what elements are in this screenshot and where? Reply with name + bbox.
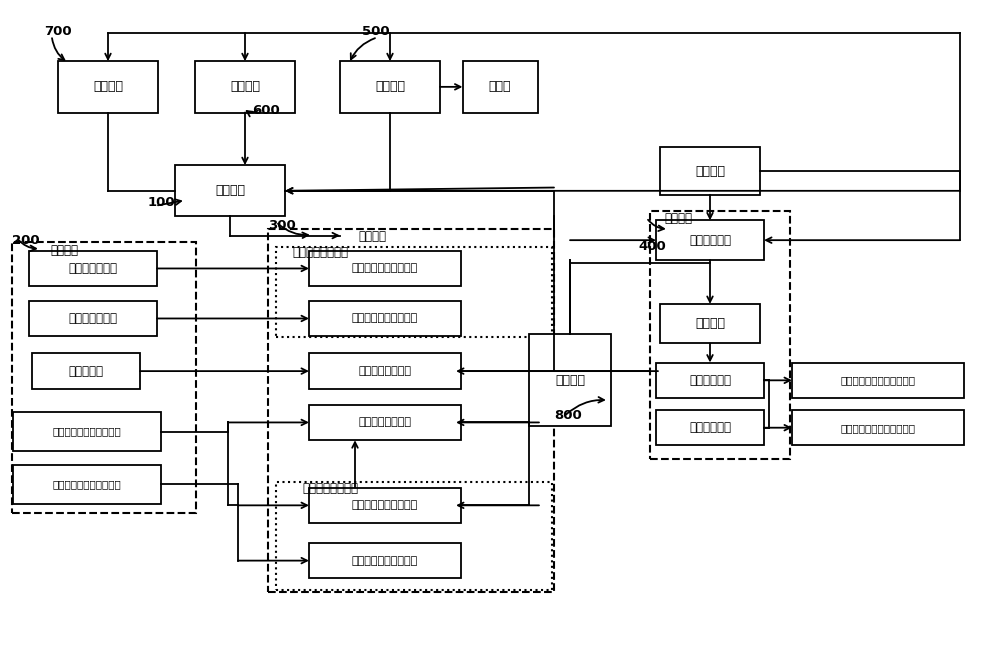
Bar <box>656 363 764 398</box>
Bar <box>276 482 552 590</box>
Text: 转换电路: 转换电路 <box>695 317 725 330</box>
Text: 监测单元: 监测单元 <box>358 230 386 243</box>
Text: 滤波单元: 滤波单元 <box>93 80 123 93</box>
Text: 600: 600 <box>252 104 280 117</box>
Bar <box>309 353 461 389</box>
Bar <box>29 251 157 286</box>
Bar <box>660 147 760 195</box>
Text: 高压电流监测电路: 高压电流监测电路 <box>302 482 358 495</box>
Bar <box>175 165 285 216</box>
Bar <box>656 220 764 260</box>
Text: 电压互感器: 电压互感器 <box>68 365 104 378</box>
Text: 300: 300 <box>268 218 296 232</box>
Text: 直流降压电路: 直流降压电路 <box>689 234 731 247</box>
Text: 100: 100 <box>148 196 176 209</box>
Text: 第二输出端子: 第二输出端子 <box>689 421 731 434</box>
Bar <box>32 353 140 389</box>
Text: 采集单元: 采集单元 <box>50 243 78 257</box>
Text: 第一电流互感器: 第一电流互感器 <box>68 262 118 275</box>
Text: 第一净化器的高压电源模块: 第一净化器的高压电源模块 <box>840 375 916 386</box>
Bar <box>309 301 461 336</box>
Text: 800: 800 <box>554 409 582 422</box>
Bar <box>656 410 764 445</box>
Text: 第二直流漏电流型互感器: 第二直流漏电流型互感器 <box>53 479 121 490</box>
Text: 低压电压监测电路: 低压电压监测电路 <box>358 366 412 376</box>
Bar <box>58 61 158 113</box>
Bar <box>792 363 964 398</box>
Text: 第二净化器的高压电源模块: 第二净化器的高压电源模块 <box>840 422 916 433</box>
Bar <box>13 412 161 451</box>
Text: 高压电源: 高压电源 <box>555 374 585 387</box>
Text: 第二电流互感器: 第二电流互感器 <box>68 312 118 325</box>
Text: 显示单元: 显示单元 <box>230 80 260 93</box>
Text: 上位机: 上位机 <box>489 80 511 93</box>
Text: 通讯单元: 通讯单元 <box>375 80 405 93</box>
Bar <box>268 229 554 592</box>
Text: 200: 200 <box>12 234 40 247</box>
Bar <box>792 410 964 445</box>
Text: 400: 400 <box>638 240 666 253</box>
Bar <box>13 465 161 504</box>
Text: 第二高压电流监测支路: 第二高压电流监测支路 <box>352 555 418 566</box>
Bar <box>12 242 196 513</box>
Bar <box>309 543 461 578</box>
Text: 第一直流漏电流型互感器: 第一直流漏电流型互感器 <box>53 426 121 437</box>
Bar <box>309 251 461 286</box>
Bar <box>340 61 440 113</box>
Text: 高压电压监测电路: 高压电压监测电路 <box>358 417 412 428</box>
Text: 第一输出端子: 第一输出端子 <box>689 374 731 387</box>
Text: 500: 500 <box>362 25 390 38</box>
Text: 第一高压电流监测支路: 第一高压电流监测支路 <box>352 500 418 511</box>
Text: 供电单元: 供电单元 <box>664 212 692 225</box>
Bar <box>650 211 790 459</box>
Text: 交流电源: 交流电源 <box>695 164 725 178</box>
Bar <box>29 301 157 336</box>
Bar <box>276 247 552 337</box>
Bar <box>309 488 461 523</box>
Text: 控制单元: 控制单元 <box>215 184 245 197</box>
Text: 700: 700 <box>44 25 72 38</box>
Bar <box>660 304 760 343</box>
Text: 第二低压电流监测支路: 第二低压电流监测支路 <box>352 313 418 324</box>
Bar <box>309 405 461 440</box>
Bar <box>195 61 295 113</box>
Text: 第一低压电流监测支路: 第一低压电流监测支路 <box>352 263 418 274</box>
Bar <box>462 61 538 113</box>
Bar <box>529 334 611 426</box>
Text: 低压电流监测电路: 低压电流监测电路 <box>292 246 348 259</box>
